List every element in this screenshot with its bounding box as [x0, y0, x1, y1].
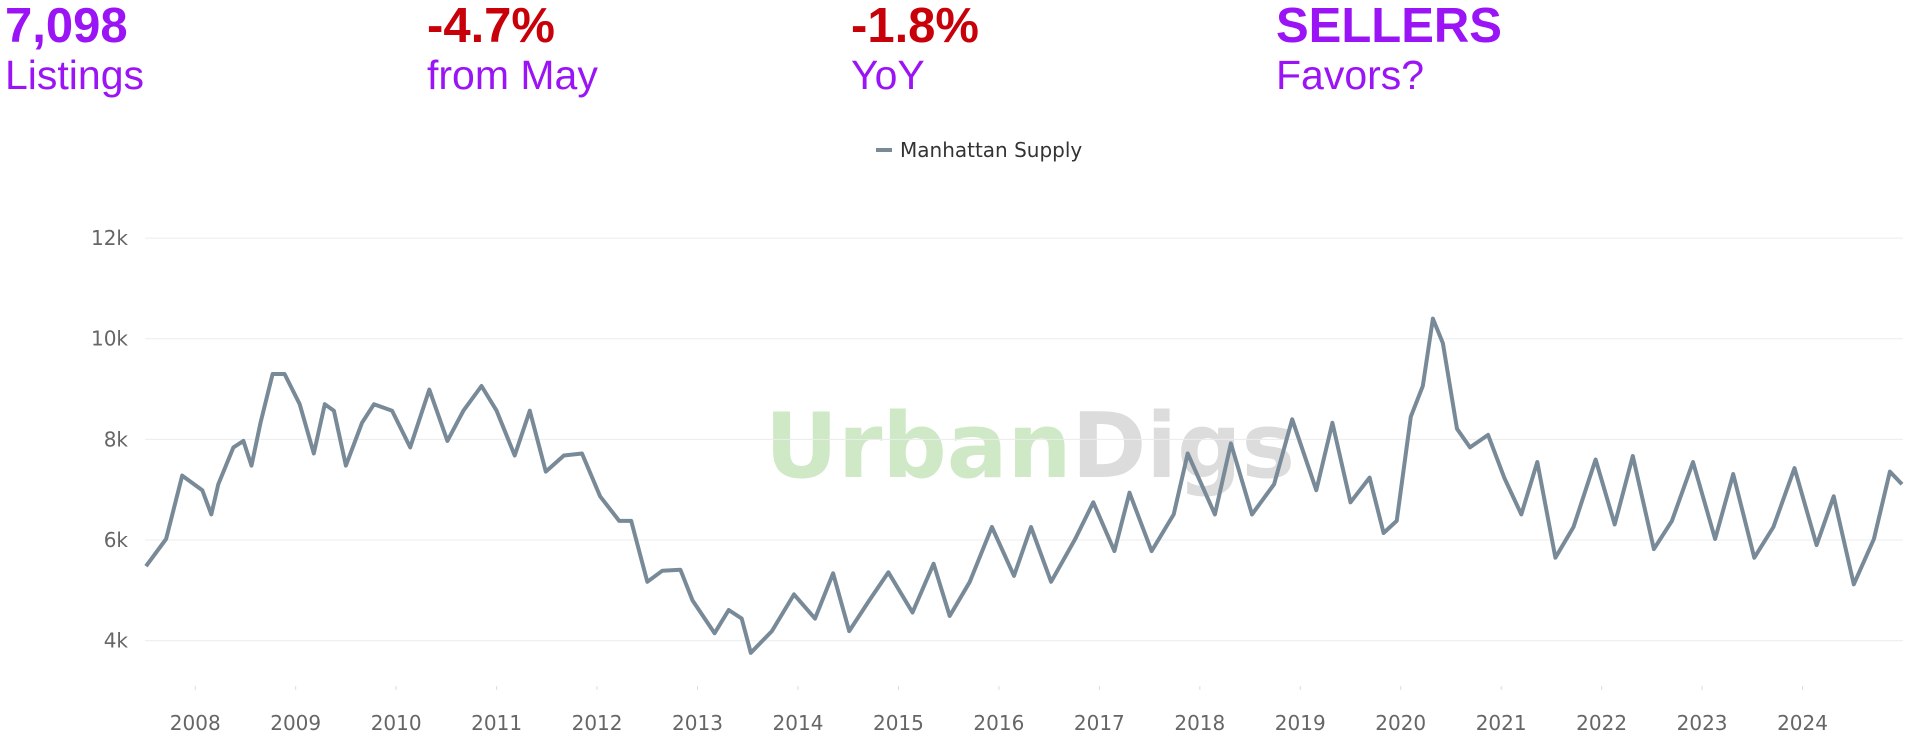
- x-tick-label: 2012: [572, 711, 623, 735]
- y-tick-label: 8k: [104, 427, 129, 451]
- stat-value: SELLERS: [1276, 0, 1502, 53]
- x-tick-label: 2019: [1275, 711, 1326, 735]
- stat: 7,098 Listings: [5, 0, 144, 98]
- stat: -1.8% YoY: [851, 0, 979, 98]
- x-tick-label: 2015: [873, 711, 924, 735]
- y-tick-label: 6k: [104, 528, 129, 552]
- stat-value: 7,098: [5, 0, 128, 53]
- y-tick-label: 4k: [104, 629, 129, 653]
- legend-label: Manhattan Supply: [900, 138, 1082, 162]
- stat-value: -4.7%: [427, 0, 556, 53]
- x-tick-label: 2022: [1576, 711, 1627, 735]
- watermark: UrbanDigs: [765, 394, 1295, 499]
- x-tick-label: 2023: [1677, 711, 1728, 735]
- x-tick-label: 2021: [1476, 711, 1527, 735]
- stat: SELLERS Favors?: [1276, 0, 1502, 98]
- x-tick-label: 2011: [471, 711, 522, 735]
- stat-label: YoY: [851, 52, 925, 98]
- x-tick-label: 2009: [270, 711, 321, 735]
- x-tick-label: 2014: [773, 711, 824, 735]
- stat-value: -1.8%: [851, 0, 980, 53]
- x-tick-label: 2016: [973, 711, 1024, 735]
- x-tick-label: 2024: [1777, 711, 1828, 735]
- x-tick-label: 2020: [1375, 711, 1426, 735]
- x-tick-label: 2010: [371, 711, 422, 735]
- series-line: [144, 316, 1904, 655]
- y-tick-label: 12k: [91, 226, 128, 250]
- x-tick-label: 2013: [672, 711, 723, 735]
- stat-label: Favors?: [1276, 52, 1425, 98]
- x-tick-label: 2008: [170, 711, 221, 735]
- stat-label: from May: [427, 52, 598, 98]
- x-tick-label: 2018: [1174, 711, 1225, 735]
- x-tick-label: 2017: [1074, 711, 1125, 735]
- y-tick-label: 10k: [91, 327, 128, 351]
- stat-label: Listings: [5, 52, 145, 98]
- stat: -4.7% from May: [427, 0, 598, 98]
